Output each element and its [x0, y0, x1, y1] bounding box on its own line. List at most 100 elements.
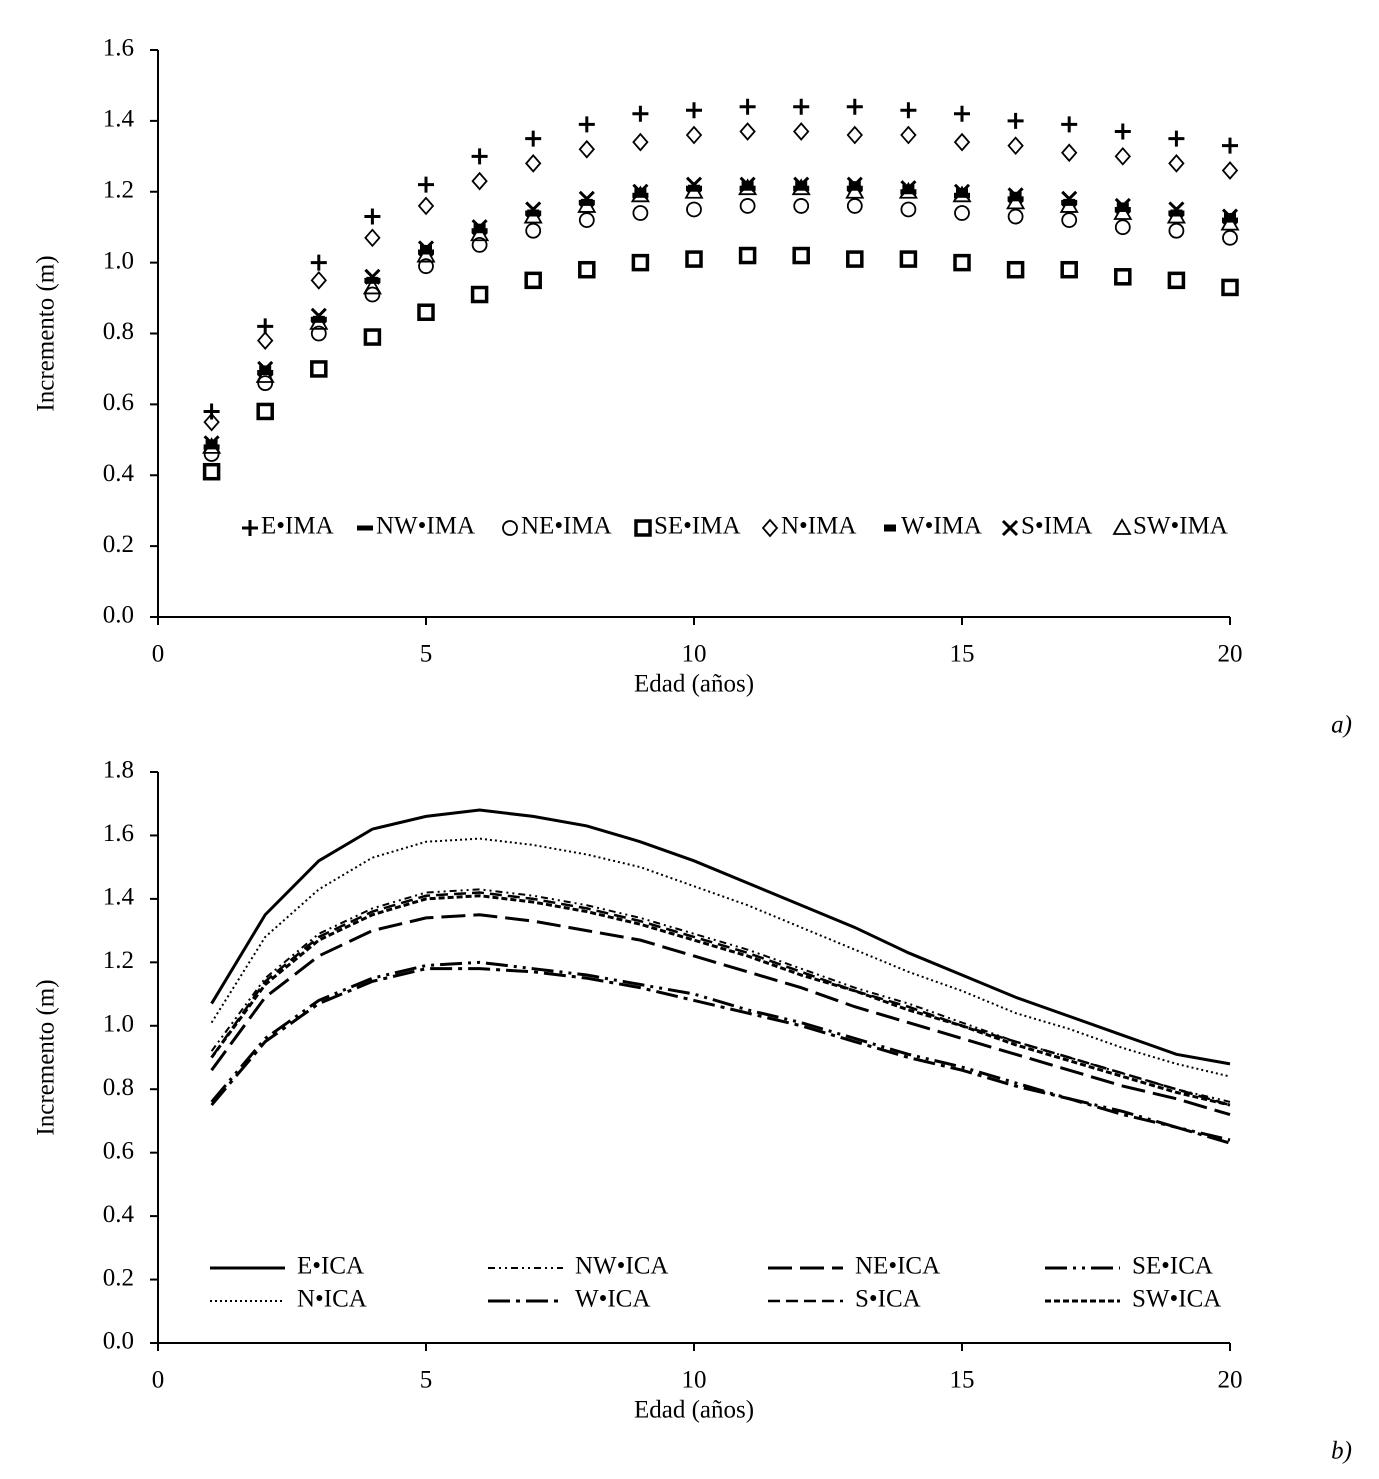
marker	[1007, 208, 1024, 225]
x-tick-label: 15	[950, 1367, 975, 1394]
y-tick-label: 0.2	[103, 531, 134, 558]
marker	[632, 105, 649, 122]
marker	[1114, 146, 1131, 166]
marker	[954, 105, 970, 122]
y-tick-label: 0.0	[103, 1328, 134, 1355]
marker	[686, 102, 702, 119]
marker	[1221, 278, 1239, 297]
y-tick-label: 1.0	[103, 247, 134, 274]
marker	[1006, 260, 1025, 279]
marker	[846, 198, 863, 214]
legend-label: N•IMA	[781, 513, 856, 540]
marker	[256, 402, 274, 421]
marker	[202, 462, 221, 481]
marker	[953, 132, 971, 152]
marker	[363, 328, 382, 346]
marker	[417, 196, 435, 216]
marker	[203, 446, 220, 462]
marker	[632, 205, 649, 221]
marker	[685, 125, 703, 145]
marker	[1007, 112, 1024, 129]
marker	[203, 403, 220, 420]
x-tick-label: 10	[682, 1367, 707, 1394]
marker	[364, 268, 381, 285]
marker	[793, 185, 810, 191]
legend-label: S•ICA	[855, 1286, 921, 1313]
marker	[739, 198, 756, 214]
marker	[630, 185, 650, 203]
marker	[418, 258, 434, 275]
y-tick-label: 0.0	[103, 602, 134, 629]
marker	[1220, 213, 1240, 231]
marker	[525, 222, 542, 239]
marker	[578, 139, 595, 159]
marker	[578, 260, 596, 279]
y-axis-label: Incremento (m)	[33, 255, 60, 411]
marker	[632, 192, 649, 198]
marker	[1166, 206, 1186, 224]
marker	[1059, 196, 1079, 213]
marker	[471, 237, 488, 253]
legend-marker	[502, 520, 518, 536]
y-tick-label: 0.6	[103, 1137, 134, 1164]
marker	[257, 331, 274, 350]
y-tick-label: 0.8	[103, 318, 134, 345]
y-tick-label: 1.2	[103, 176, 134, 203]
marker	[793, 198, 810, 214]
legend-marker	[761, 518, 779, 538]
marker	[580, 198, 593, 206]
marker	[846, 250, 864, 268]
marker	[418, 249, 434, 255]
marker	[954, 192, 970, 198]
y-tick-label: 0.4	[103, 460, 135, 487]
marker	[793, 122, 810, 141]
marker	[1061, 116, 1078, 133]
marker	[792, 246, 810, 265]
x-tick-label: 20	[1218, 641, 1243, 668]
x-tick-label: 15	[950, 641, 975, 668]
marker	[1007, 136, 1024, 156]
marker	[1168, 154, 1185, 173]
marker	[1168, 130, 1185, 147]
line	[210, 837, 1231, 1078]
y-tick-label: 0.8	[103, 1074, 134, 1101]
y-tick-label: 1.4	[103, 106, 135, 133]
x-tick-label: 10	[682, 641, 707, 668]
marker	[523, 206, 543, 224]
marker	[846, 185, 863, 191]
line	[210, 888, 1231, 1103]
marker	[1114, 206, 1131, 212]
panel-label: a)	[1331, 712, 1352, 739]
marker	[309, 313, 329, 330]
legend-label: SE•IMA	[654, 513, 741, 540]
marker	[257, 369, 274, 375]
legend-marker	[884, 524, 896, 532]
marker	[418, 176, 434, 193]
marker	[900, 189, 917, 195]
marker	[1061, 143, 1078, 163]
y-tick-label: 1.6	[103, 820, 134, 847]
marker	[1167, 271, 1186, 290]
marker	[1222, 217, 1238, 223]
marker	[578, 116, 595, 133]
legend-label: NE•ICA	[855, 1253, 940, 1280]
legend-label: S•IMA	[1021, 513, 1092, 540]
x-tick-label: 5	[420, 641, 433, 668]
marker	[739, 185, 756, 191]
marker	[255, 366, 275, 383]
marker	[202, 437, 222, 454]
marker	[525, 130, 542, 147]
legend-label: E•ICA	[297, 1253, 364, 1280]
marker	[364, 228, 381, 248]
marker	[1063, 198, 1076, 206]
marker	[954, 205, 970, 221]
x-tick-label: 0	[152, 641, 165, 668]
legend-marker	[634, 519, 652, 537]
legend-label: NE•IMA	[521, 513, 612, 540]
marker	[364, 208, 381, 225]
marker	[632, 132, 649, 152]
legend-label: E•IMA	[261, 513, 334, 540]
y-tick-label: 0.2	[103, 1264, 134, 1291]
marker	[686, 201, 702, 218]
marker	[310, 254, 327, 271]
